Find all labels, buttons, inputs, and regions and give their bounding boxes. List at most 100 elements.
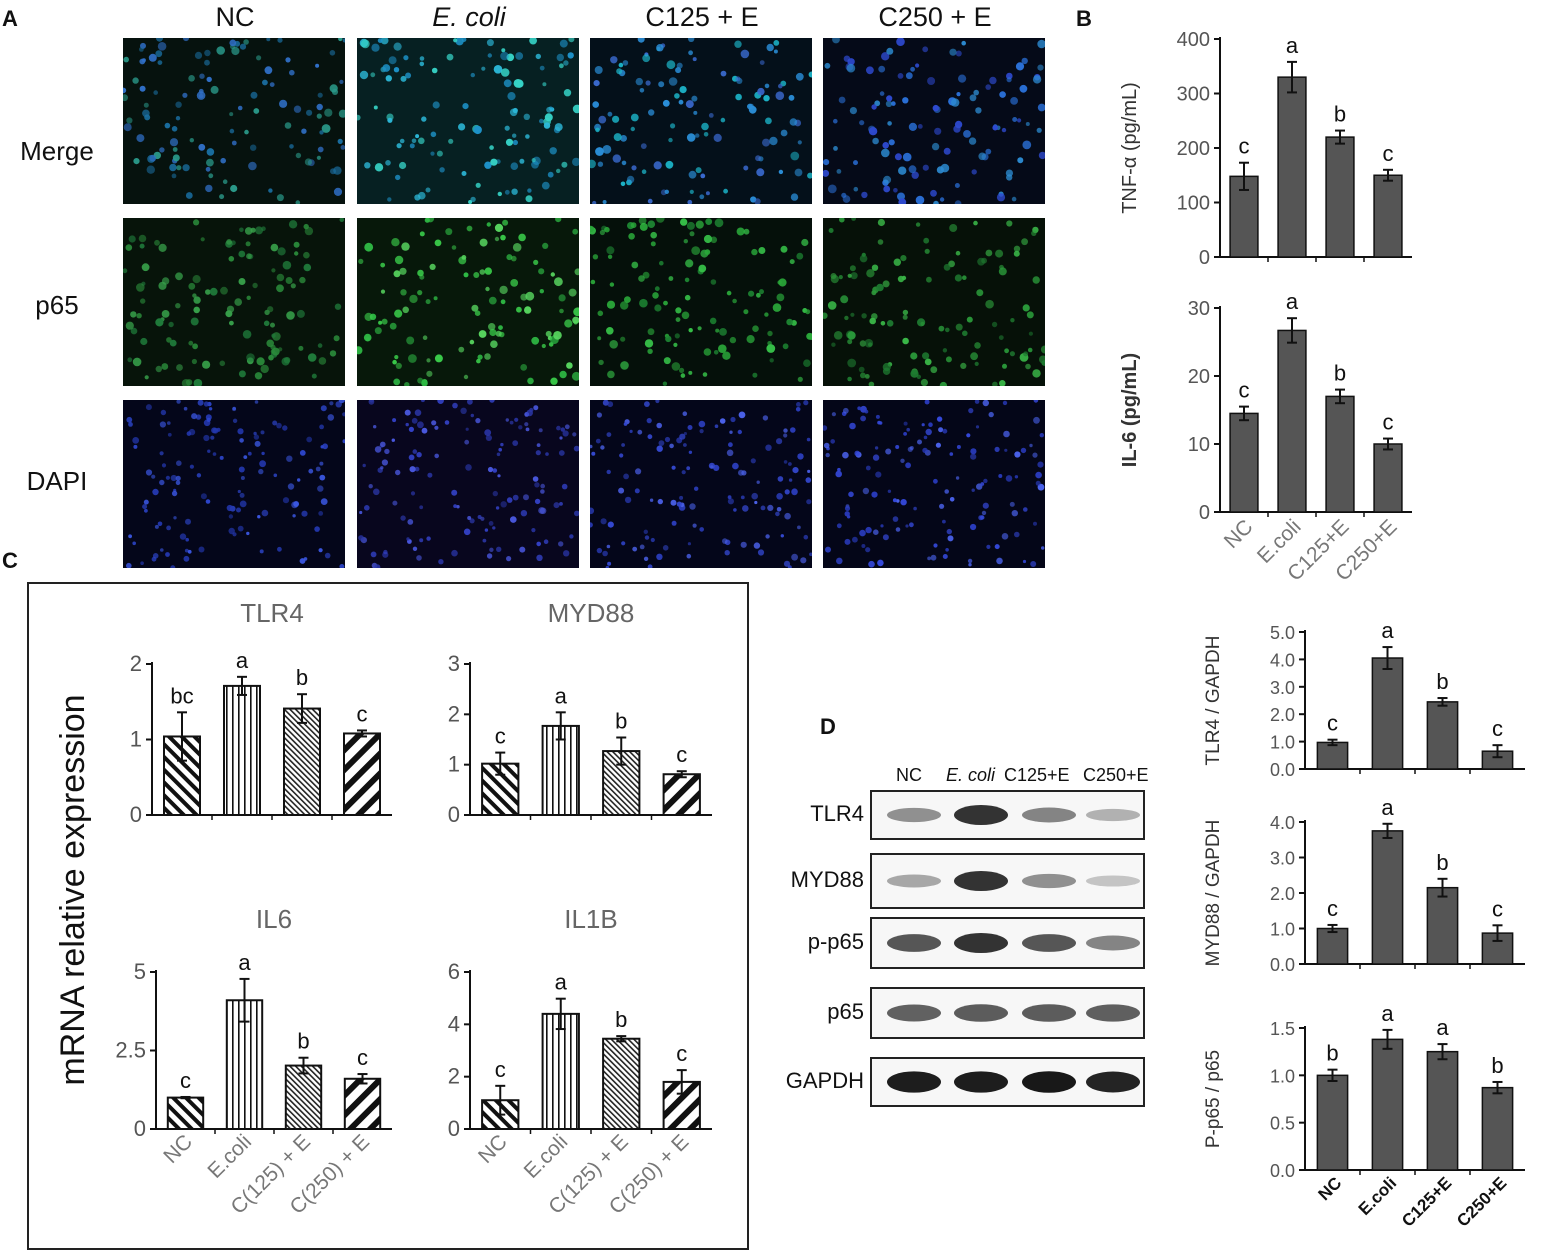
y-axis-label: MYD88 / GAPDH — [1203, 820, 1224, 967]
y-tick-label: 1.5 — [1270, 1019, 1295, 1039]
svg-text:mRNA relative expression: mRNA relative expression — [54, 694, 92, 1085]
significance-letter: b — [1436, 850, 1448, 875]
y-tick-label: 1.0 — [1270, 920, 1295, 940]
micrograph-merge-c250 — [823, 38, 1045, 204]
panel-c-ylabel: mRNA relative expression — [54, 694, 92, 1085]
y-tick-label: 0 — [130, 802, 142, 827]
row-label-p65: p65 — [35, 290, 79, 320]
myd88-gapdh-chart: MYD88 / GAPDH 0.0 1.0 2.0 3.0 4.0 c a b c — [1203, 800, 1525, 975]
significance-letter: b — [615, 708, 627, 733]
blot-label: p-p65 — [807, 929, 864, 954]
significance-letter: c — [1239, 378, 1250, 403]
lane-label-c125: C125+E — [1004, 765, 1070, 785]
micrograph-dapi-ecoli — [357, 400, 579, 568]
y-tick-label: 2 — [448, 1064, 460, 1089]
blot-strip — [870, 790, 1145, 840]
x-tick-label: C250+E — [1453, 1173, 1510, 1230]
blot-label: TLR4 — [810, 801, 864, 826]
bar — [1229, 175, 1259, 258]
blot-band — [1086, 1004, 1140, 1022]
y-tick-label: 1 — [448, 752, 460, 777]
panel-label-c: C — [2, 548, 18, 573]
blot-band — [887, 1004, 941, 1022]
il6-protein-chart: IL-6 (pg/mL)0102030cabcNCE.coliC125+EC25… — [1119, 289, 1412, 586]
bar — [602, 1037, 641, 1131]
significance-letter: b — [1491, 1053, 1503, 1078]
significance-letter: c — [357, 701, 368, 726]
significance-letter: a — [1381, 1008, 1394, 1026]
significance-letter: b — [296, 665, 308, 690]
blot-band — [887, 1071, 941, 1093]
bar — [284, 1064, 323, 1131]
micrograph-p65-ecoli — [357, 218, 579, 386]
y-tick-label: 5 — [134, 959, 146, 984]
blot-band — [954, 805, 1008, 825]
y-tick-label: 3 — [448, 651, 460, 676]
y-tick-label: 2.5 — [115, 1038, 146, 1063]
blot-band — [1086, 875, 1140, 887]
blot-band — [1022, 807, 1076, 823]
significance-letter: a — [1286, 33, 1299, 58]
y-tick-label: 400 — [1177, 29, 1210, 51]
y-tick-label: 0.5 — [1270, 1114, 1295, 1134]
bar — [1371, 657, 1404, 770]
micrograph-dapi-nc — [123, 400, 345, 568]
lane-label-ecoli: E. coli — [946, 765, 996, 785]
significance-letter: a — [555, 683, 568, 708]
y-tick-label: 0 — [448, 1116, 460, 1141]
panel-label-d: D — [820, 714, 836, 739]
significance-letter: a — [236, 648, 249, 673]
x-tick-label: NC — [159, 1130, 197, 1168]
myd88-mrna-chart: MYD88 0 1 2 3 c a b c — [448, 598, 712, 827]
significance-letter: c — [676, 1041, 687, 1066]
y-axis-label: P-p65 / p65 — [1203, 1050, 1224, 1148]
significance-letter: c — [1383, 410, 1394, 435]
significance-letter: a — [238, 950, 251, 975]
significance-letter: c — [495, 1057, 506, 1082]
significance-letter: a — [1436, 1015, 1449, 1040]
y-tick-label: 10 — [1188, 434, 1210, 456]
blot-strip — [870, 987, 1145, 1039]
chart-title: IL6 — [256, 904, 292, 934]
significance-letter: c — [1327, 711, 1338, 736]
blot-band — [954, 871, 1008, 891]
bar — [1426, 886, 1459, 965]
x-tick-label: NC — [1220, 515, 1258, 553]
bar — [1426, 1050, 1459, 1171]
y-tick-label: 100 — [1177, 193, 1210, 215]
significance-letter: c — [495, 724, 506, 749]
y-tick-label: 2.0 — [1270, 705, 1295, 725]
bar — [1229, 412, 1259, 513]
significance-letter: b — [1326, 1041, 1338, 1066]
significance-letter: a — [1286, 289, 1299, 314]
blot-label: MYD88 — [790, 867, 864, 892]
blot-band — [887, 934, 941, 952]
x-tick-label: E.coli — [1355, 1173, 1401, 1219]
blot-band — [1022, 873, 1076, 889]
blot-band — [1086, 808, 1140, 822]
y-tick-label: 1.0 — [1270, 1066, 1295, 1086]
significance-letter: a — [555, 970, 568, 995]
significance-letter: c — [357, 1045, 368, 1070]
y-tick-label: 1.0 — [1270, 733, 1295, 753]
y-tick-label: 1 — [130, 727, 142, 752]
blot-band — [954, 1004, 1008, 1022]
x-tick-label: C125+E — [1398, 1173, 1455, 1230]
blot-strip — [870, 917, 1145, 969]
y-tick-label: 2 — [448, 701, 460, 726]
significance-letter: a — [1381, 618, 1394, 643]
panel-label-a: A — [2, 6, 18, 31]
blot-strip — [870, 1057, 1145, 1107]
chart-title: IL1B — [564, 904, 618, 934]
significance-letter: b — [1334, 102, 1346, 127]
bar — [662, 773, 701, 816]
blot-band — [1086, 1071, 1140, 1093]
y-tick-label: 0 — [1199, 247, 1210, 269]
y-tick-label: 0 — [448, 802, 460, 827]
column-label-c125: C125 + E — [645, 2, 759, 32]
y-tick-label: 2 — [130, 651, 142, 676]
micrograph-dapi-c125 — [590, 400, 812, 568]
y-tick-label: 0 — [1199, 502, 1210, 524]
